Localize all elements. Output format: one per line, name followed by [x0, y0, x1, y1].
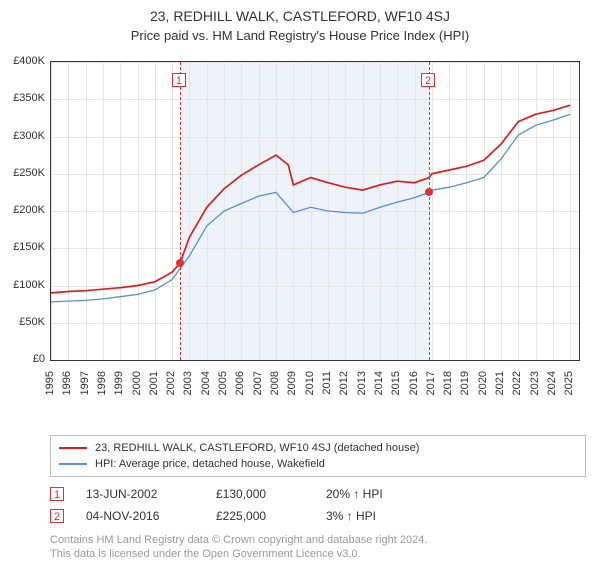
x-tick-label: 1997: [79, 371, 91, 411]
x-tick-label: 2021: [494, 371, 506, 411]
x-tick-label: 2000: [131, 371, 143, 411]
x-tick-label: 2009: [286, 371, 298, 411]
chart-container: 23, REDHILL WALK, CASTLEFORD, WF10 4SJ P…: [0, 0, 600, 561]
legend-label: HPI: Average price, detached house, Wake…: [95, 456, 325, 472]
legend-item: HPI: Average price, detached house, Wake…: [59, 456, 577, 472]
x-tick-label: 2010: [304, 371, 316, 411]
x-tick-label: 2019: [459, 371, 471, 411]
sale-row: 2 04-NOV-2016£225,0003% ↑ HPI: [50, 505, 586, 527]
sale-price: £130,000: [216, 487, 326, 501]
x-tick-label: 2015: [390, 371, 402, 411]
chart-subtitle: Price paid vs. HM Land Registry's House …: [0, 24, 600, 51]
sale-price: £225,000: [216, 509, 326, 523]
x-tick-label: 2024: [546, 371, 558, 411]
legend-label: 23, REDHILL WALK, CASTLEFORD, WF10 4SJ (…: [95, 440, 419, 456]
x-tick-label: 2003: [182, 371, 194, 411]
x-tick-label: 2014: [373, 371, 385, 411]
sale-dot: [176, 259, 184, 267]
x-tick-label: 2008: [269, 371, 281, 411]
x-tick-label: 1998: [96, 371, 108, 411]
x-tick-label: 2007: [252, 371, 264, 411]
sale-vline: [180, 62, 181, 360]
sales-table: 1 13-JUN-2002£130,00020% ↑ HPI 2 04-NOV-201…: [50, 483, 586, 527]
y-tick-label: £200K: [0, 204, 45, 216]
y-tick-label: £50K: [0, 316, 45, 328]
x-tick-label: 2004: [200, 371, 212, 411]
x-tick-label: 2002: [165, 371, 177, 411]
sale-marker: 1: [172, 73, 186, 87]
legend-swatch: [59, 463, 87, 465]
y-tick-label: £400K: [0, 55, 45, 67]
x-tick-label: 2022: [511, 371, 523, 411]
legend-item: 23, REDHILL WALK, CASTLEFORD, WF10 4SJ (…: [59, 440, 577, 456]
sale-marker: 2: [50, 509, 64, 523]
x-tick-label: 2013: [356, 371, 368, 411]
y-tick-label: £350K: [0, 92, 45, 104]
sale-marker: 2: [421, 73, 435, 87]
y-tick-label: £100K: [0, 279, 45, 291]
legend-swatch: [59, 447, 87, 449]
x-tick-label: 2006: [234, 371, 246, 411]
sale-delta: 3% ↑ HPI: [326, 509, 426, 523]
x-tick-label: 2018: [442, 371, 454, 411]
y-tick-label: £150K: [0, 241, 45, 253]
y-tick-label: £300K: [0, 130, 45, 142]
sale-row: 1 13-JUN-2002£130,00020% ↑ HPI: [50, 483, 586, 505]
series-line: [51, 114, 570, 302]
sale-date: 04-NOV-2016: [86, 509, 216, 523]
x-tick-label: 2005: [217, 371, 229, 411]
x-tick-label: 2011: [321, 371, 333, 411]
sale-dot: [425, 188, 433, 196]
y-tick-label: £0: [0, 353, 45, 365]
legend: 23, REDHILL WALK, CASTLEFORD, WF10 4SJ (…: [50, 435, 586, 477]
attribution-line: This data is licensed under the Open Gov…: [50, 547, 586, 561]
x-tick-label: 1995: [44, 371, 56, 411]
plot-region: [50, 61, 580, 361]
sale-marker: 1: [50, 487, 64, 501]
x-tick-label: 1999: [113, 371, 125, 411]
x-tick-label: 2016: [408, 371, 420, 411]
sale-vline: [429, 62, 430, 360]
x-tick-label: 2017: [425, 371, 437, 411]
x-tick-label: 2012: [338, 371, 350, 411]
y-tick-label: £250K: [0, 167, 45, 179]
x-tick-label: 1996: [61, 371, 73, 411]
attribution-line: Contains HM Land Registry data © Crown c…: [50, 533, 586, 547]
sale-delta: 20% ↑ HPI: [326, 487, 426, 501]
x-tick-label: 2001: [148, 371, 160, 411]
chart-area: £0 £50K £100K £150K £200K £250K £300K £350K £400…: [0, 51, 600, 431]
chart-title: 23, REDHILL WALK, CASTLEFORD, WF10 4SJ: [0, 0, 600, 24]
x-tick-label: 2025: [563, 371, 575, 411]
attribution: Contains HM Land Registry data © Crown c…: [50, 533, 586, 561]
series-line: [51, 105, 570, 293]
x-tick-label: 2023: [529, 371, 541, 411]
sale-date: 13-JUN-2002: [86, 487, 216, 501]
line-layer: [51, 62, 579, 360]
x-tick-label: 2020: [477, 371, 489, 411]
